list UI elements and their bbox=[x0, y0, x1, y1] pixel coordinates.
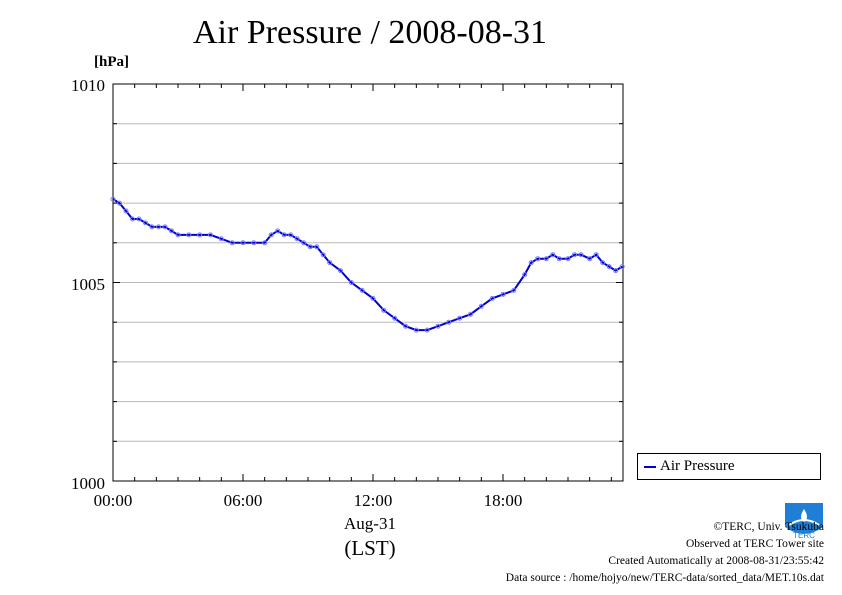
data-point bbox=[587, 256, 593, 262]
data-point bbox=[543, 256, 549, 262]
data-point bbox=[511, 287, 517, 293]
footer-source: Data source : /home/hojyo/new/TERC-data/… bbox=[505, 572, 824, 584]
data-point bbox=[613, 268, 619, 274]
series-air-pressure bbox=[110, 196, 625, 333]
footer-created: Created Automatically at 2008-08-31/23:5… bbox=[608, 555, 824, 567]
y-tick-label: 1000 bbox=[71, 474, 105, 493]
data-point bbox=[169, 228, 174, 234]
data-point bbox=[110, 196, 116, 202]
data-point bbox=[413, 327, 419, 333]
data-point bbox=[301, 240, 307, 246]
data-point bbox=[268, 232, 274, 238]
data-point bbox=[370, 295, 376, 301]
data-point bbox=[218, 236, 224, 242]
data-point bbox=[403, 323, 408, 329]
footer-copyright: ©TERC, Univ. Tsukuba bbox=[713, 521, 824, 533]
data-point bbox=[281, 232, 287, 238]
footer-observed: Observed at TERC Tower site bbox=[685, 538, 824, 550]
data-point bbox=[381, 307, 387, 313]
data-point bbox=[489, 295, 495, 301]
x-tick-label: 00:00 bbox=[93, 491, 133, 510]
data-point bbox=[162, 224, 168, 230]
data-point bbox=[522, 272, 528, 278]
data-point bbox=[307, 244, 313, 250]
x-axis-timezone-label: (LST) bbox=[344, 536, 396, 560]
y-tick-label: 1005 bbox=[71, 275, 105, 294]
data-point bbox=[528, 260, 534, 266]
data-point bbox=[435, 323, 441, 329]
data-point bbox=[123, 208, 129, 214]
axis-ticks bbox=[112, 83, 623, 482]
y-axis-unit: [hPa] bbox=[94, 54, 129, 70]
data-point bbox=[550, 252, 556, 258]
data-point bbox=[392, 315, 398, 321]
data-point bbox=[446, 319, 452, 325]
data-point bbox=[535, 256, 541, 262]
data-point bbox=[156, 224, 161, 230]
terc-logo: TERC bbox=[785, 503, 823, 540]
data-point bbox=[556, 256, 562, 262]
data-point bbox=[275, 228, 281, 234]
data-point bbox=[314, 244, 320, 250]
data-point bbox=[251, 240, 257, 246]
data-point bbox=[359, 287, 365, 293]
legend-box: Air Pressure bbox=[637, 453, 821, 480]
data-point bbox=[500, 291, 506, 297]
data-point bbox=[208, 232, 213, 238]
data-point bbox=[338, 268, 343, 274]
y-tick-label: 1010 bbox=[71, 76, 105, 95]
data-point bbox=[327, 260, 333, 266]
data-point bbox=[175, 232, 181, 238]
data-point bbox=[572, 252, 577, 258]
x-tick-label: 12:00 bbox=[353, 491, 393, 510]
data-point bbox=[197, 232, 203, 238]
data-point bbox=[143, 220, 148, 226]
x-axis-date-label: Aug-31 bbox=[344, 514, 396, 533]
data-point bbox=[578, 252, 584, 258]
data-point bbox=[294, 236, 300, 242]
data-point bbox=[565, 256, 571, 262]
data-point bbox=[186, 232, 192, 238]
legend-label: Air Pressure bbox=[660, 458, 735, 474]
data-point bbox=[229, 240, 235, 246]
data-point bbox=[619, 264, 625, 270]
data-point bbox=[600, 260, 606, 266]
chart-title: Air Pressure / 2008-08-31 bbox=[192, 14, 548, 51]
grid-lines bbox=[113, 123, 623, 442]
legend-swatch bbox=[644, 466, 656, 468]
data-point bbox=[424, 327, 430, 333]
data-point bbox=[130, 216, 135, 222]
data-point bbox=[457, 315, 463, 321]
x-tick-label: 18:00 bbox=[483, 491, 523, 510]
data-point bbox=[593, 252, 599, 258]
data-point bbox=[262, 240, 268, 246]
data-point bbox=[478, 303, 484, 309]
data-point bbox=[468, 311, 473, 317]
data-point bbox=[136, 216, 142, 222]
x-tick-label: 06:00 bbox=[223, 491, 263, 510]
logo-text: TERC bbox=[793, 531, 815, 540]
data-point bbox=[606, 264, 612, 270]
data-point bbox=[288, 232, 294, 238]
series-line bbox=[112, 198, 623, 332]
data-point bbox=[240, 240, 246, 246]
data-point bbox=[149, 224, 155, 230]
data-point bbox=[117, 200, 122, 206]
data-point bbox=[320, 252, 326, 258]
data-point bbox=[348, 280, 354, 285]
